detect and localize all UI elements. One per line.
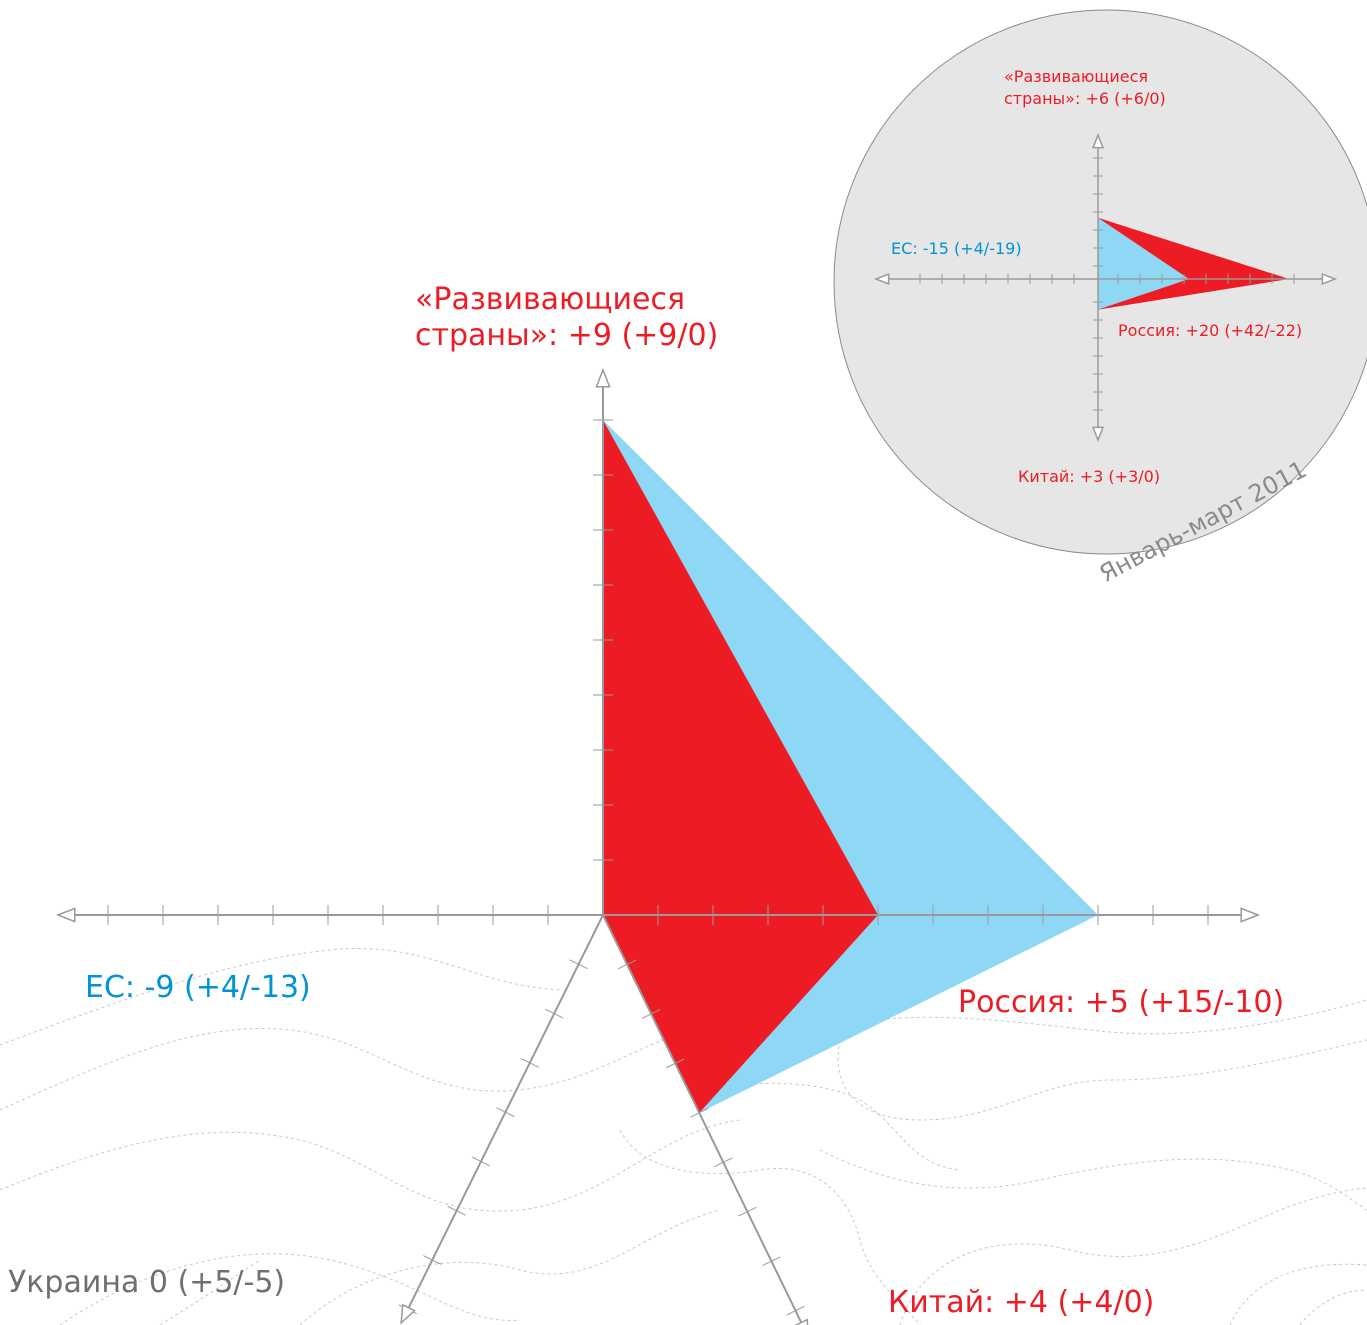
inset-label-developing-line-1: «Развивающиеся	[1004, 67, 1149, 86]
inset-series-polygon-1	[1098, 217, 1189, 310]
axis-ukraine-tick	[423, 1255, 442, 1265]
contour-line	[0, 948, 561, 1046]
axis-ukraine-arrow	[400, 1303, 416, 1325]
axis-russia-arrow	[1240, 907, 1261, 923]
axis-china-tick	[665, 1058, 685, 1069]
axis-china-tick	[714, 1157, 733, 1168]
axis-china-tick	[738, 1206, 757, 1217]
inset-label-developing-line-2: страны»: +6 (+6/0)	[1004, 89, 1166, 108]
axis-ukraine-tick	[520, 1057, 539, 1068]
axis-developing-arrow	[595, 367, 611, 388]
contour-line	[159, 1259, 261, 1325]
contour-line	[837, 1039, 1367, 1121]
axis-china-tick	[762, 1256, 781, 1267]
axis-ukraine-tick	[496, 1107, 515, 1118]
label-developing-line-1: «Развивающиеся	[415, 282, 686, 317]
contour-line	[819, 1149, 1367, 1211]
contour-line	[659, 999, 1367, 1041]
inset-arrow-left	[873, 272, 890, 286]
contour-line	[1229, 1263, 1367, 1325]
contour-line	[899, 1187, 1367, 1325]
contour-line	[299, 1209, 721, 1325]
main-axes-group	[55, 367, 1261, 1325]
inset-arrow-right	[1321, 272, 1338, 286]
label-eu: ЕС: -9 (+4/-13)	[85, 970, 311, 1005]
inset-chart	[833, 9, 1367, 555]
axis-china-tick	[617, 959, 637, 970]
main-series-polygon-1	[603, 420, 878, 1113]
contour-line	[1299, 1289, 1367, 1325]
label-china: Китай: +4 (+4/0)	[888, 1285, 1155, 1320]
axis-ukraine-tick	[545, 1008, 564, 1019]
label-ukraine: Украина 0 (+5/-5)	[8, 1265, 286, 1300]
axis-eu-arrow	[55, 907, 76, 923]
contour-line	[0, 1119, 741, 1212]
label-developing-countries: «Развивающиеся страны»: +9 (+9/0)	[415, 282, 718, 354]
axis-ukraine-tick	[471, 1156, 491, 1167]
inset-label-china: Китай: +3 (+3/0)	[1018, 467, 1161, 486]
axis-china-line	[602, 914, 804, 1325]
inset-label-developing: «Развивающиеся страны»: +6 (+6/0)	[1004, 66, 1166, 110]
label-russia: Россия: +5 (+15/-10)	[958, 985, 1285, 1020]
contour-line	[699, 1082, 961, 1171]
axis-ukraine-tick	[569, 959, 588, 970]
contour-line	[59, 1253, 521, 1325]
axis-ukraine-line	[400, 914, 604, 1324]
background-contour-lines	[0, 948, 1367, 1325]
contour-line	[619, 1129, 921, 1325]
axis-ukraine-tick	[447, 1205, 466, 1216]
inset-label-russia: Россия: +20 (+42/-22)	[1118, 321, 1303, 340]
label-developing-line-2: страны»: +9 (+9/0)	[415, 318, 719, 353]
contour-line	[0, 1027, 701, 1111]
inset-arrow-down	[1091, 426, 1105, 443]
inset-arrow-up	[1091, 132, 1105, 149]
main-series-group	[603, 420, 1098, 1113]
axis-china-tick	[690, 1107, 709, 1118]
inset-label-eu: ЕС: -15 (+4/-19)	[891, 239, 1022, 258]
axis-china-arrow	[794, 1318, 809, 1325]
axis-china-tick	[641, 1009, 661, 1019]
axis-china-tick	[786, 1305, 805, 1316]
